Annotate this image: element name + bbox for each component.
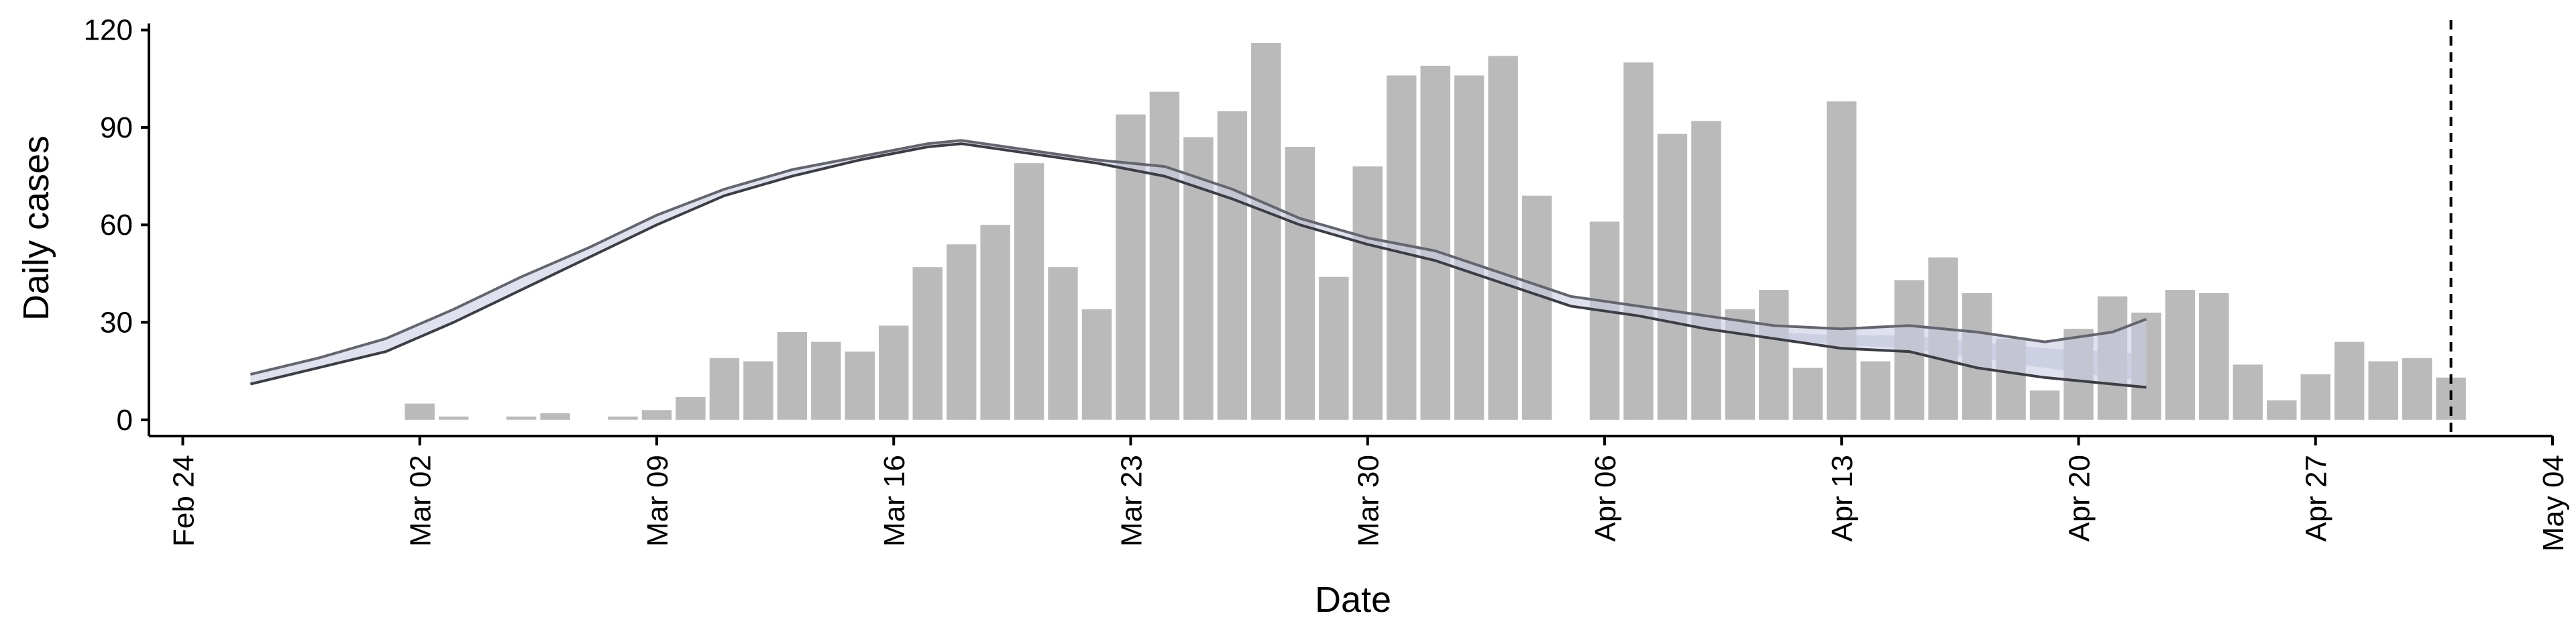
- y-tick-label: 90: [100, 111, 133, 144]
- bar: [811, 341, 841, 420]
- bar: [439, 416, 469, 420]
- bar: [641, 410, 672, 420]
- y-ticks: 0 30 60 90 120: [84, 14, 149, 437]
- bar: [1285, 147, 1315, 420]
- bar: [1352, 166, 1383, 420]
- bar: [1860, 361, 1890, 420]
- bar: [1149, 91, 1180, 420]
- bar: [540, 413, 570, 420]
- bar: [506, 416, 537, 420]
- bar: [1488, 56, 1518, 420]
- bar: [2233, 364, 2263, 420]
- x-tick-label: Feb 24: [168, 455, 201, 547]
- bar: [1589, 221, 1620, 420]
- bar: [1048, 267, 1078, 420]
- bar: [1759, 290, 1789, 420]
- bar: [676, 396, 706, 420]
- bar: [1081, 309, 1112, 420]
- bar: [845, 352, 875, 420]
- bar: [2300, 374, 2330, 420]
- x-tick-label: Mar 09: [641, 455, 674, 547]
- bar: [743, 361, 773, 420]
- bar: [879, 325, 909, 420]
- bar: [1521, 195, 1552, 420]
- y-tick-label: 60: [100, 209, 133, 241]
- bar: [709, 358, 740, 420]
- bar: [1657, 133, 1688, 420]
- y-tick-label: 120: [84, 14, 133, 47]
- bar: [1014, 163, 1044, 420]
- bar: [1217, 111, 1248, 420]
- bar: [1454, 75, 1485, 420]
- x-ticks: Feb 24 Mar 02 Mar 09 Mar 16 Mar 23 Mar 30 Apr …: [168, 436, 2570, 551]
- bar: [1251, 43, 1281, 420]
- x-tick-label: Apr 20: [2063, 455, 2096, 542]
- bar-layer: [405, 43, 2466, 420]
- bar: [947, 244, 977, 420]
- y-axis-title: Daily cases: [16, 136, 56, 321]
- x-tick-label: Mar 02: [405, 455, 437, 547]
- x-axis-title: Date: [1315, 580, 1391, 620]
- bar: [608, 416, 638, 420]
- bar: [2368, 361, 2398, 420]
- x-tick-label: Mar 23: [1116, 455, 1148, 547]
- x-tick-label: May 04: [2537, 455, 2570, 551]
- bar: [2199, 292, 2229, 420]
- bar: [1116, 114, 1146, 420]
- line-layer: [250, 139, 2147, 389]
- x-tick-label: Mar 30: [1352, 455, 1385, 547]
- bar: [2029, 390, 2060, 420]
- bar: [2402, 358, 2432, 420]
- x-tick-label: Apr 13: [1826, 455, 1859, 542]
- x-tick-label: Mar 16: [878, 455, 911, 547]
- x-tick-label: Apr 27: [2300, 455, 2333, 542]
- bar: [777, 332, 807, 420]
- bar: [1623, 62, 1654, 420]
- bar: [2267, 400, 2297, 420]
- bar: [980, 225, 1010, 420]
- bar: [1827, 101, 1857, 420]
- y-tick-label: 0: [117, 404, 133, 437]
- bar: [1420, 66, 1450, 420]
- bar: [912, 267, 943, 420]
- bar: [405, 403, 435, 420]
- bar: [2165, 290, 2196, 420]
- bar: [1691, 121, 1721, 420]
- axes: [148, 23, 2553, 437]
- x-tick-label: Apr 06: [1589, 455, 1622, 542]
- series-line: [250, 142, 2147, 389]
- series-line: [250, 139, 2147, 376]
- bar: [1792, 368, 1823, 420]
- bar: [1319, 276, 1349, 420]
- y-tick-label: 30: [100, 307, 133, 339]
- bar: [2334, 341, 2365, 420]
